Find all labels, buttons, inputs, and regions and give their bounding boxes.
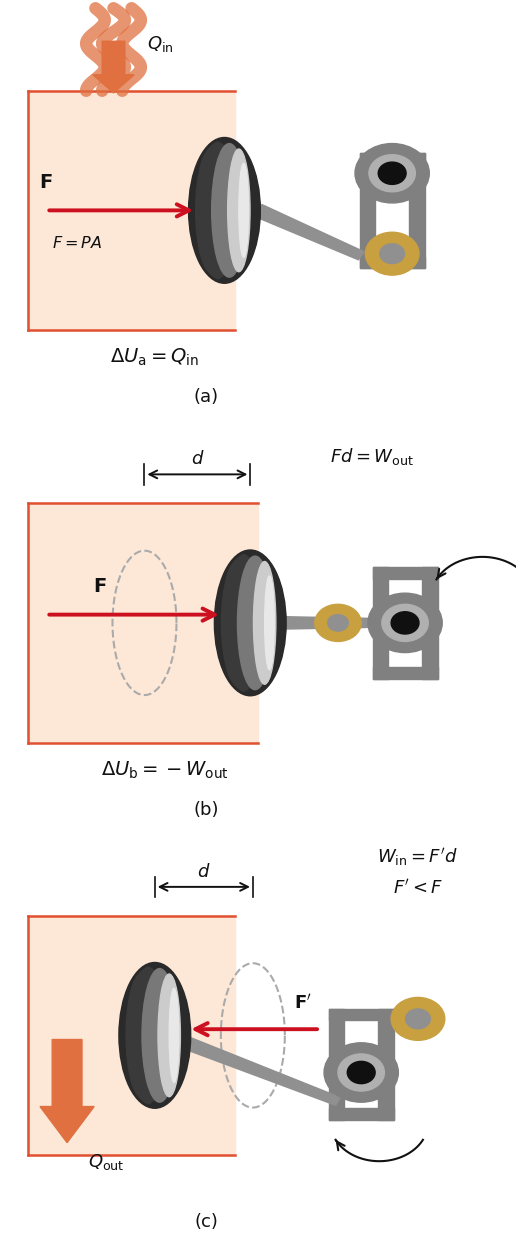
Text: $Q_\mathrm{in}$: $Q_\mathrm{in}$ xyxy=(147,35,174,55)
Text: $F = PA$: $F = PA$ xyxy=(52,235,102,250)
Polygon shape xyxy=(185,1038,341,1105)
Circle shape xyxy=(324,1042,398,1102)
Circle shape xyxy=(355,144,429,202)
Text: (a): (a) xyxy=(194,389,219,406)
Bar xyxy=(422,568,438,679)
Ellipse shape xyxy=(169,989,179,1082)
Ellipse shape xyxy=(253,561,276,684)
Bar xyxy=(373,568,438,579)
Text: $\mathbf{F'}$: $\mathbf{F'}$ xyxy=(294,994,312,1012)
Text: $\Delta U_\mathrm{a} = Q_\mathrm{in}$: $\Delta U_\mathrm{a} = Q_\mathrm{in}$ xyxy=(110,348,199,369)
Circle shape xyxy=(328,615,348,631)
Ellipse shape xyxy=(126,966,168,1104)
Bar xyxy=(373,568,388,679)
Bar xyxy=(28,504,258,742)
Ellipse shape xyxy=(237,556,272,690)
Circle shape xyxy=(382,604,428,641)
Bar xyxy=(360,152,425,164)
Circle shape xyxy=(391,998,445,1040)
Text: $Q_\mathrm{out}$: $Q_\mathrm{out}$ xyxy=(88,1152,124,1172)
Text: $d$: $d$ xyxy=(190,450,204,468)
Polygon shape xyxy=(284,616,379,629)
Ellipse shape xyxy=(239,164,248,258)
Ellipse shape xyxy=(158,974,181,1096)
Circle shape xyxy=(378,162,406,185)
Bar xyxy=(360,256,425,268)
Circle shape xyxy=(391,611,419,634)
Ellipse shape xyxy=(189,139,260,282)
Circle shape xyxy=(338,1054,384,1091)
Circle shape xyxy=(380,244,405,264)
Ellipse shape xyxy=(215,551,285,695)
Bar xyxy=(378,1009,394,1120)
Circle shape xyxy=(406,1009,430,1029)
Ellipse shape xyxy=(120,964,190,1108)
Circle shape xyxy=(347,1061,375,1084)
FancyArrow shape xyxy=(93,41,134,92)
Bar xyxy=(360,152,375,268)
Polygon shape xyxy=(254,205,364,260)
Bar xyxy=(409,152,425,268)
Bar xyxy=(329,1009,344,1120)
Bar xyxy=(373,668,438,679)
Ellipse shape xyxy=(221,554,263,691)
Circle shape xyxy=(368,594,442,652)
Ellipse shape xyxy=(196,141,237,279)
Text: $d$: $d$ xyxy=(197,862,211,880)
Text: $W_\mathrm{in} = F'd$: $W_\mathrm{in} = F'd$ xyxy=(378,845,458,867)
FancyArrow shape xyxy=(40,1040,94,1142)
Ellipse shape xyxy=(212,144,247,278)
Ellipse shape xyxy=(265,576,275,670)
Circle shape xyxy=(369,155,415,191)
Circle shape xyxy=(315,604,361,641)
Text: (c): (c) xyxy=(195,1214,218,1231)
Bar xyxy=(329,1009,394,1020)
Ellipse shape xyxy=(228,149,250,271)
Text: $Fd = W_\mathrm{out}$: $Fd = W_\mathrm{out}$ xyxy=(330,446,413,468)
Bar xyxy=(28,916,235,1155)
Text: $F' < F$: $F' < F$ xyxy=(393,878,443,898)
Bar xyxy=(329,1109,394,1120)
Circle shape xyxy=(365,232,419,275)
Bar xyxy=(28,91,235,330)
Text: $\mathbf{F}$: $\mathbf{F}$ xyxy=(39,173,52,191)
Ellipse shape xyxy=(142,969,177,1102)
Text: (b): (b) xyxy=(194,801,219,819)
Text: $\mathbf{F}$: $\mathbf{F}$ xyxy=(93,578,106,596)
Text: $\Delta U_\mathrm{b} = -W_\mathrm{out}$: $\Delta U_\mathrm{b} = -W_\mathrm{out}$ xyxy=(101,760,229,781)
